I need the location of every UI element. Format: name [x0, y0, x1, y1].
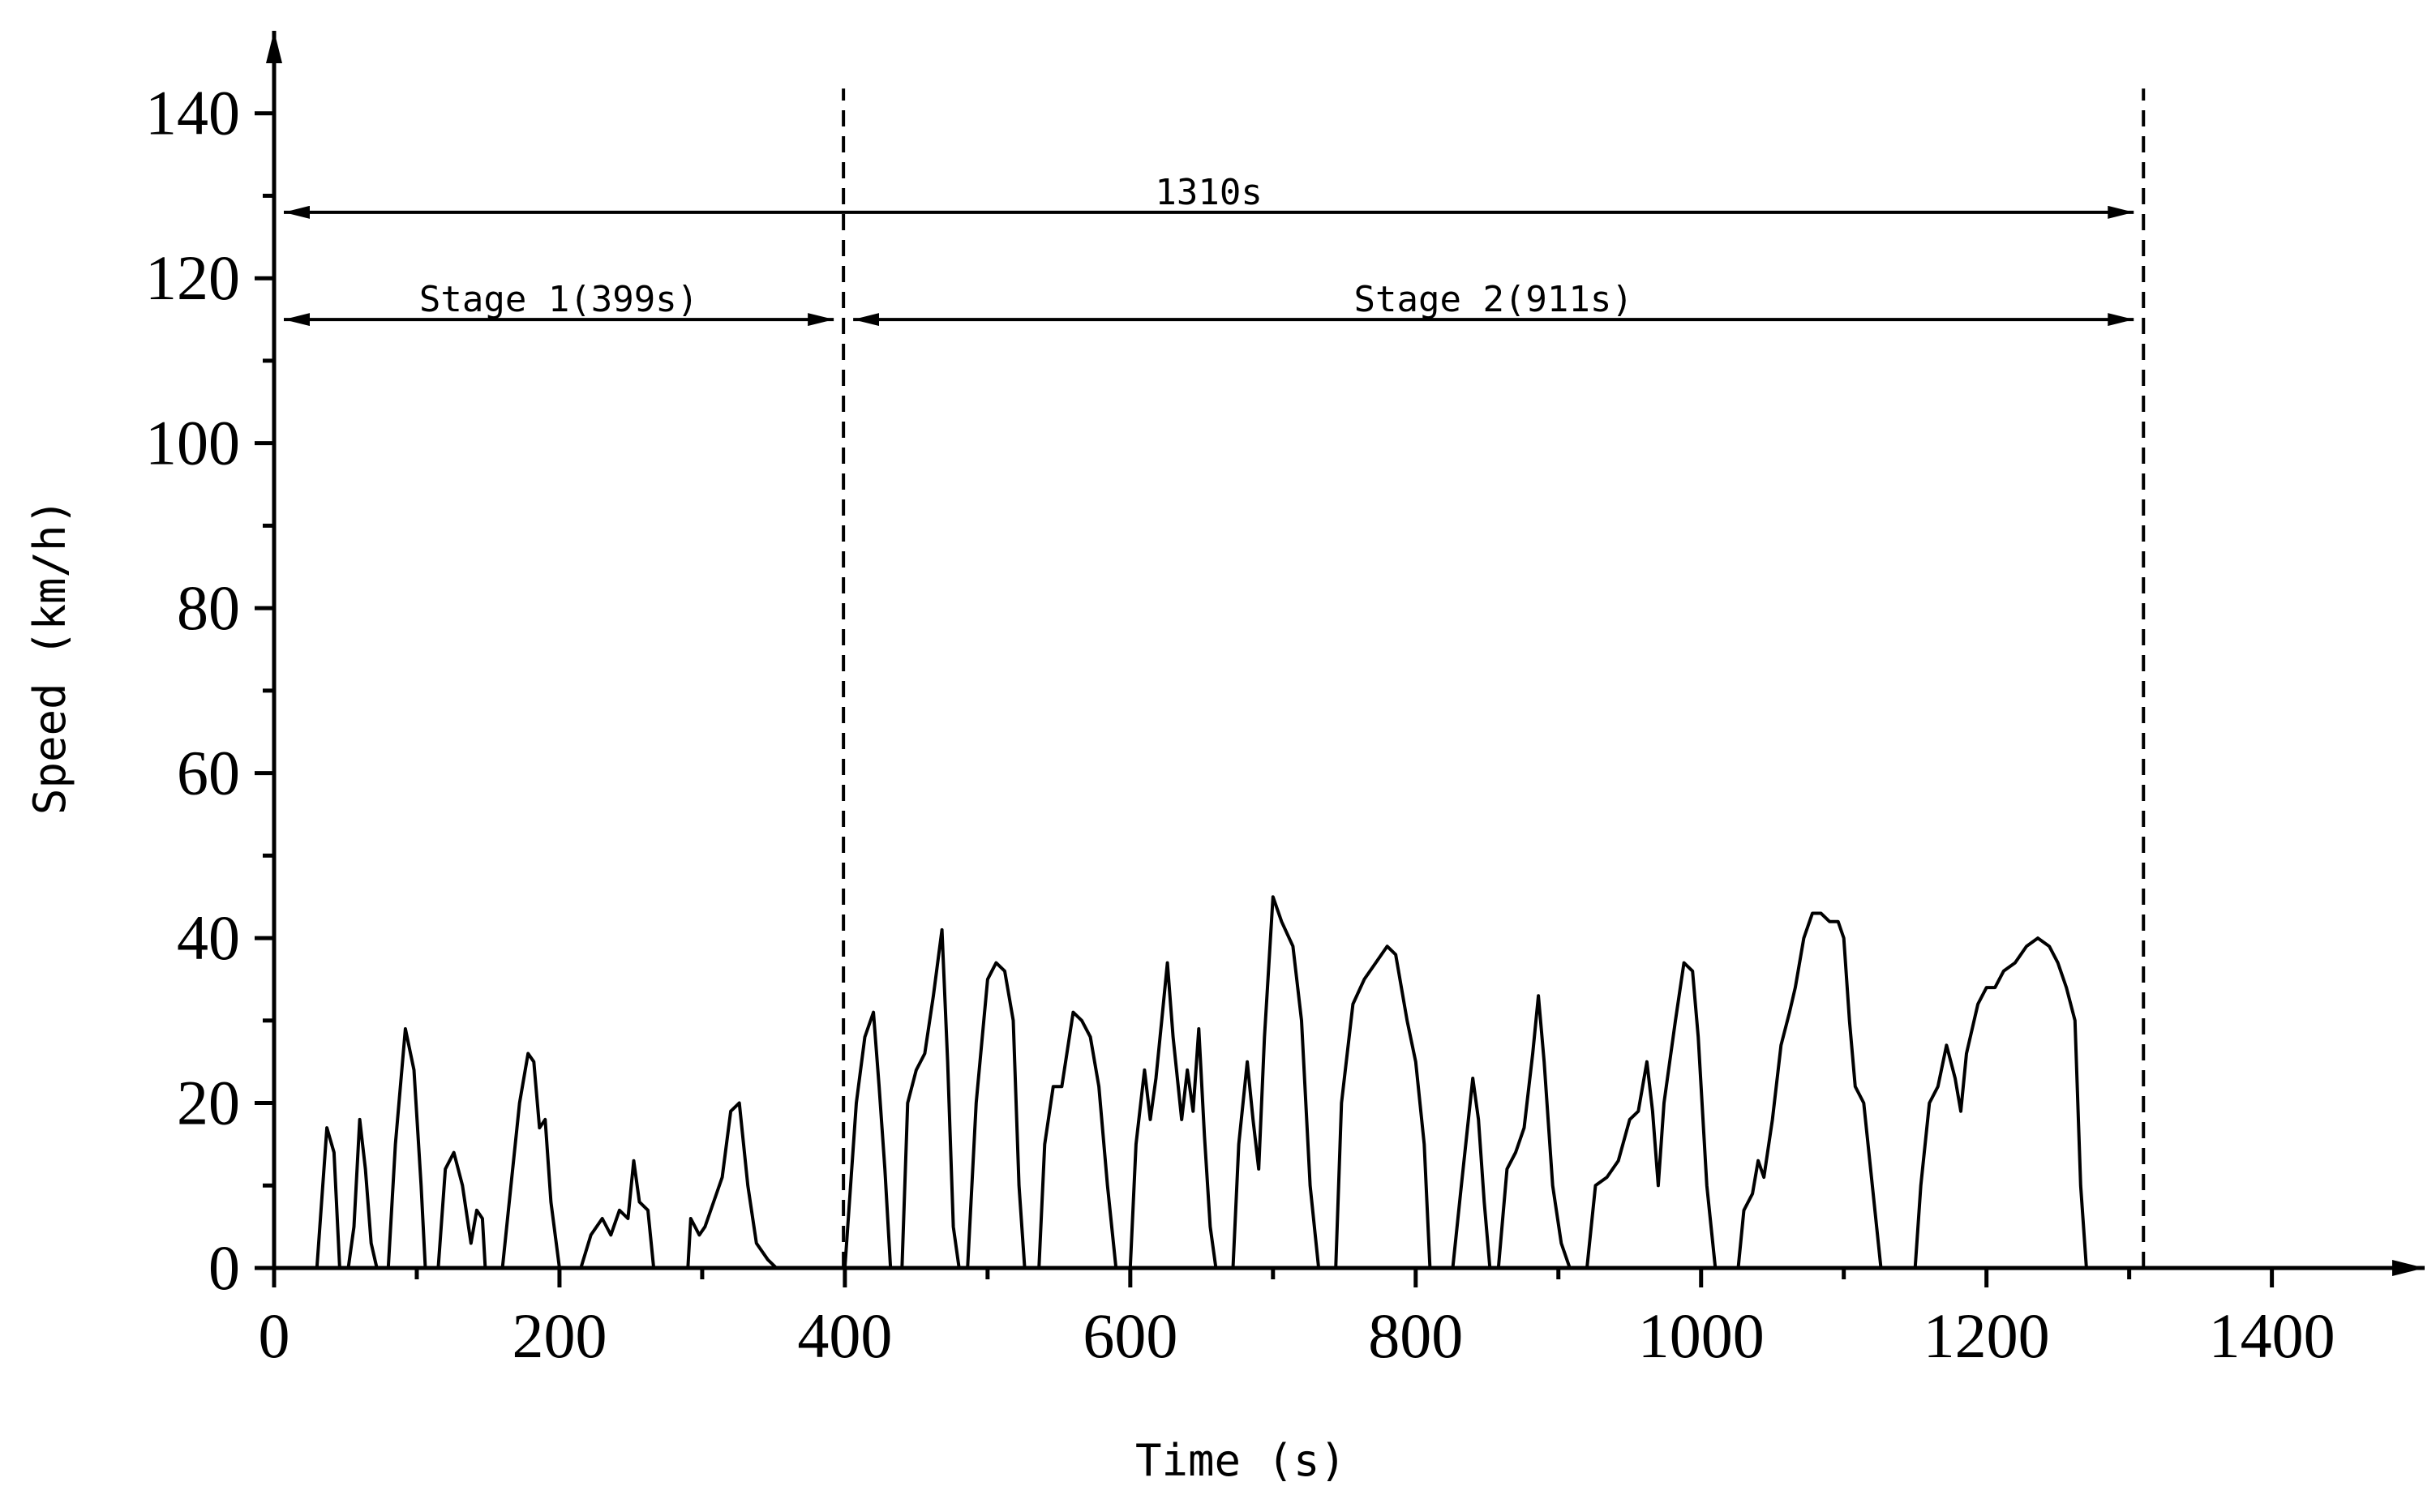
y-tick-label: 20	[177, 1068, 240, 1138]
y-axis-label: Speed (km/h)	[24, 499, 75, 815]
y-tick-label: 60	[177, 738, 240, 808]
y-tick-label: 120	[145, 242, 240, 313]
span-label: Stage 2(911s)	[1354, 279, 1633, 320]
x-tick-label: 1400	[2209, 1300, 2335, 1371]
x-axis-label: Time (s)	[1135, 1435, 1346, 1486]
x-tick-label: 200	[512, 1300, 607, 1371]
x-tick-label: 0	[259, 1300, 290, 1371]
y-tick-label: 100	[145, 408, 240, 478]
x-tick-label: 1000	[1638, 1300, 1765, 1371]
span-label: 1310s	[1155, 172, 1262, 213]
x-tick-label: 1200	[1923, 1300, 2050, 1371]
y-tick-label: 80	[177, 572, 240, 643]
y-tick-label: 140	[145, 78, 240, 148]
x-tick-label: 800	[1368, 1300, 1463, 1371]
span-label: Stage 1(399s)	[419, 279, 698, 320]
y-tick-label: 40	[177, 902, 240, 973]
y-tick-label: 0	[208, 1232, 240, 1303]
speed-line	[315, 895, 2088, 1270]
x-tick-label: 400	[797, 1300, 892, 1371]
x-tick-label: 600	[1083, 1300, 1177, 1371]
